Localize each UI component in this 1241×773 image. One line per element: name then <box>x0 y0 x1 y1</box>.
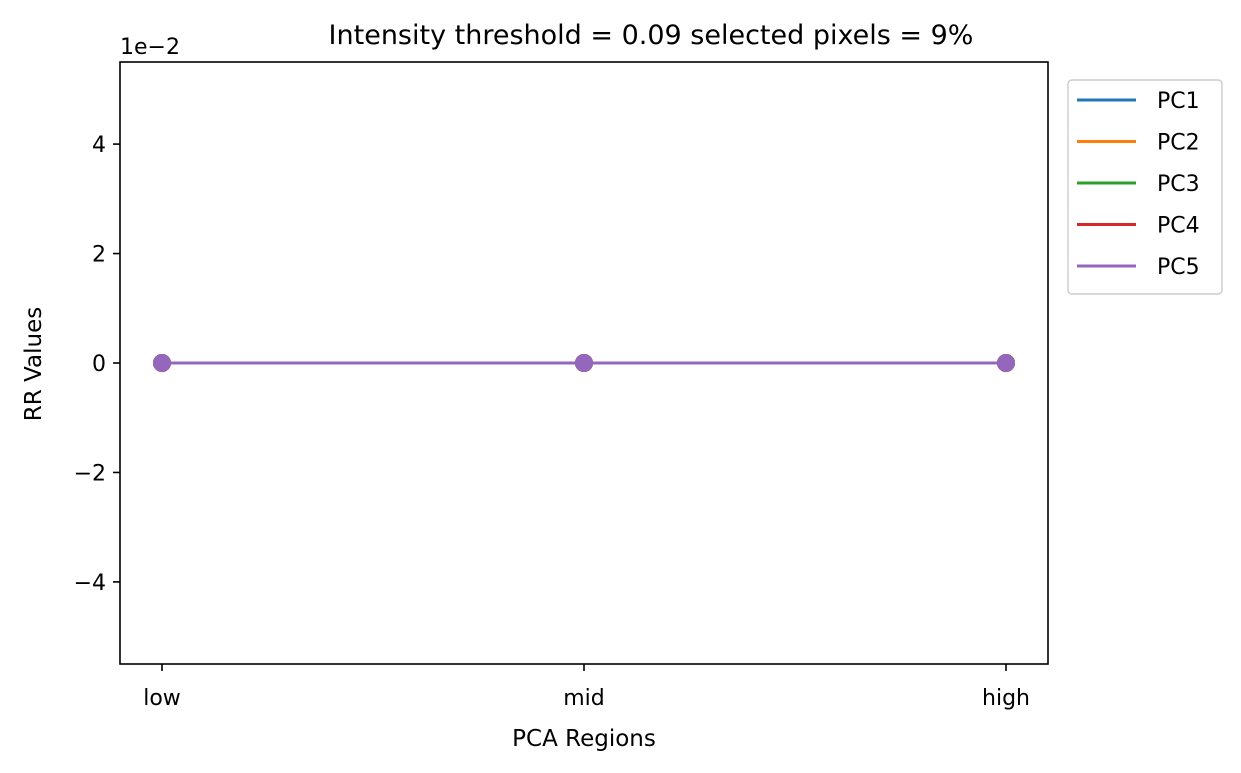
data-point-pc5 <box>153 354 171 372</box>
legend: PC1 PC2 PC3 PC4 PC5 <box>1067 79 1223 295</box>
x-tick-label: low <box>143 686 181 711</box>
y-tick-label: 0 <box>92 352 106 377</box>
legend-label-pc4: PC4 <box>1157 214 1200 239</box>
legend-label-pc2: PC2 <box>1157 131 1200 156</box>
y-tick-label: −2 <box>74 461 106 486</box>
y-tick-label: −4 <box>74 571 106 596</box>
legend-frame <box>1067 79 1223 295</box>
data-point-pc5 <box>997 354 1015 372</box>
data-point-pc5 <box>575 354 593 372</box>
x-axis-label: PCA Regions <box>512 726 656 752</box>
legend-label-pc3: PC3 <box>1157 172 1200 197</box>
y-offset-text: 1e−2 <box>120 35 180 60</box>
legend-entries: PC1 PC2 PC3 PC4 PC5 <box>1077 89 1200 280</box>
y-axis-ticks: −4 −2 0 2 4 <box>74 133 120 596</box>
x-tick-label: high <box>982 686 1030 711</box>
y-axis-label: RR Values <box>21 307 47 421</box>
legend-label-pc5: PC5 <box>1157 255 1200 280</box>
legend-label-pc1: PC1 <box>1157 89 1200 114</box>
y-tick-label: 4 <box>92 133 106 158</box>
x-tick-label: mid <box>563 686 605 711</box>
chart-title: Intensity threshold = 0.09 selected pixe… <box>329 20 974 51</box>
y-tick-label: 2 <box>92 243 106 268</box>
plot-layer <box>153 354 1015 372</box>
x-axis-ticks: low mid high <box>143 664 1030 711</box>
